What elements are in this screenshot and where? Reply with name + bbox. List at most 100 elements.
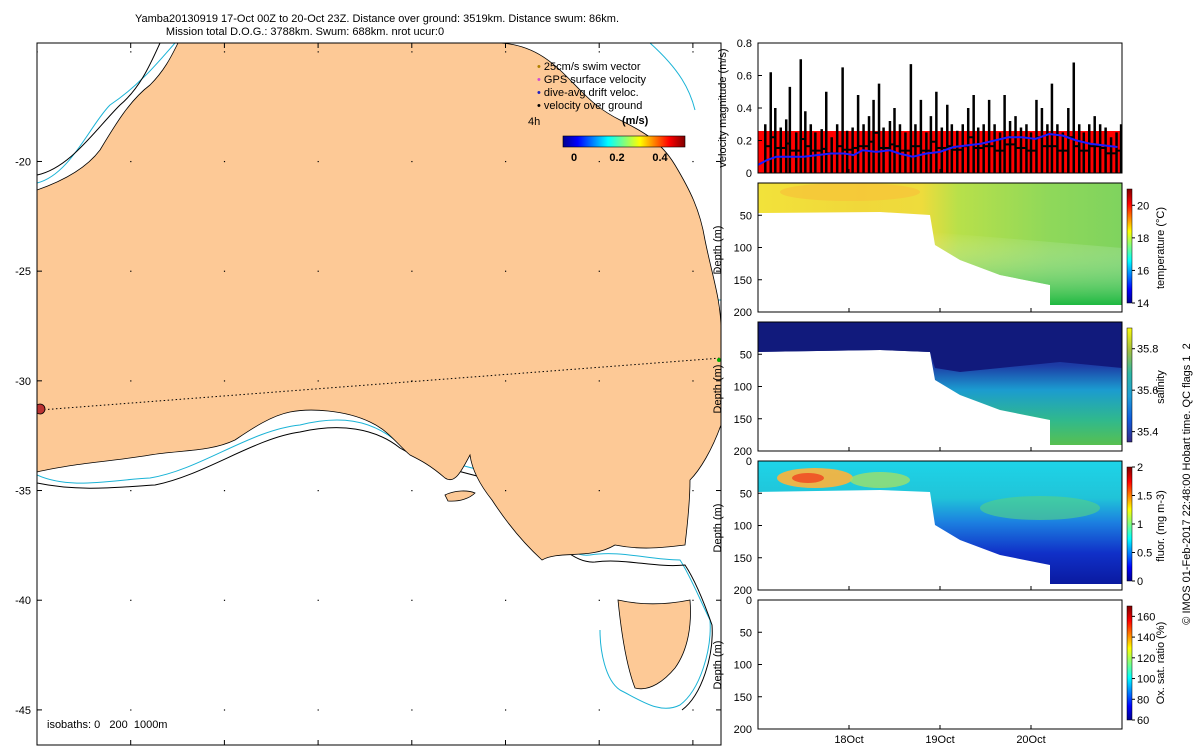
depth-ytick-label: 200 — [734, 307, 752, 319]
temperature-warm-patch — [780, 183, 920, 201]
colorbar-tick-label: 16 — [1137, 265, 1149, 277]
colorbar-tick-label: 120 — [1137, 653, 1155, 665]
velocity-ytick-label: 0.2 — [737, 136, 752, 148]
depth-ytick-label: 200 — [734, 724, 752, 736]
velocity-ytick-label: 0.4 — [737, 103, 752, 115]
temperature-ylabel: Depth (m) — [712, 226, 724, 275]
salinity-colorbar — [1126, 327, 1133, 443]
colorbar-tick-label: 80 — [1137, 694, 1149, 706]
map-ytick-label: -25 — [15, 266, 31, 278]
map-grid-dot — [223, 51, 226, 53]
map-grid-dot — [504, 709, 507, 711]
oxygen-xtick-label: 18Oct — [834, 734, 863, 746]
depth-ytick-label: 100 — [734, 660, 752, 672]
depth-ytick-label: 50 — [740, 488, 752, 500]
depth-ytick-label: 100 — [734, 243, 752, 255]
map-grid-dot — [504, 599, 507, 601]
map-grid-dot — [411, 599, 413, 601]
map-grid-dot — [692, 160, 694, 163]
map-grid-dot — [504, 160, 507, 163]
map-grid-dot — [317, 160, 319, 163]
fluorescence-ylabel: Depth (m) — [712, 504, 724, 553]
map-grid-dot — [411, 490, 413, 492]
map-grid-dot — [598, 490, 600, 492]
map-grid-dot — [317, 490, 319, 492]
map-grid-dot — [411, 160, 413, 163]
depth-ytick-label: 150 — [734, 692, 752, 704]
colorbar-tick-label: 140 — [1137, 632, 1155, 644]
map-grid-dot — [598, 599, 600, 601]
map-grid-dot — [223, 490, 226, 492]
salinity-panel: 50 100 150 200 Depth (m) 35.4 35.6 35.8 salin… — [712, 321, 1167, 458]
map-ytick-label: -40 — [15, 595, 31, 607]
map-grid-dot — [130, 599, 132, 601]
fluorescence-colorbar-label: fluor. (mg m-3) — [1155, 490, 1167, 562]
map-grid-dot — [317, 709, 319, 711]
colorbar-tick-label: 60 — [1137, 715, 1149, 727]
velocity-ytick-label: 0.6 — [737, 71, 752, 83]
map-grid-dot — [598, 160, 600, 163]
depth-ytick-label: 0 — [746, 456, 752, 468]
velocity-ylabel: velocity magnitude (m/s) — [717, 48, 729, 167]
oxygen-ylabel: Depth (m) — [712, 641, 724, 690]
map-ytick-label: -45 — [15, 705, 31, 717]
map-grid-dot — [223, 709, 226, 711]
map-grid-dot — [598, 380, 600, 382]
map-grid-dot — [504, 270, 507, 272]
oxygen-colorbar-label: Ox. sat. ratio (%) — [1155, 622, 1167, 705]
title-line-1: Yamba20130919 17-Oct 00Z to 20-Oct 23Z. … — [135, 13, 619, 25]
map-grid-dot — [598, 709, 600, 711]
depth-ytick-label: 50 — [740, 210, 752, 222]
map-grid-dot — [504, 490, 507, 492]
colorbar-tick-label: 20 — [1137, 200, 1149, 212]
map-grid-dot — [130, 51, 132, 53]
map-grid-dot — [692, 490, 694, 492]
map-grid-dot — [223, 270, 226, 272]
colorbar-tick-label: 35.4 — [1137, 427, 1158, 439]
legend-colorbar — [562, 135, 686, 148]
colorbar-tick-label: 18 — [1137, 233, 1149, 245]
map-grid-dot — [692, 380, 694, 382]
map-grid-dot — [504, 380, 507, 382]
temperature-y-axis: 50 100 150 200 — [734, 210, 762, 319]
map-grid-dot — [411, 380, 413, 382]
oxygen-xtick-label: 20Oct — [1016, 734, 1045, 746]
title-line-2: Mission total D.O.G.: 3788km. Swum: 688k… — [166, 26, 444, 38]
oxygen-xtick-label: 19Oct — [925, 734, 954, 746]
velocity-panel: 0 0.2 0.4 0.6 0.8 velocity magnitude (m/s) — [717, 38, 1123, 180]
velocity-y-axis: 0 0.2 0.4 0.6 0.8 — [737, 38, 762, 180]
glider-track — [39, 357, 721, 411]
depth-ytick-label: 0 — [746, 595, 752, 607]
velocity-ytick-label: 0.8 — [737, 38, 752, 50]
map-grid-dot — [317, 380, 319, 382]
map-frame — [36, 42, 722, 746]
map-grid-dot — [411, 51, 413, 53]
map-grid-dot — [130, 160, 132, 163]
depth-ytick-label: 100 — [734, 382, 752, 394]
depth-ytick-label: 150 — [734, 275, 752, 287]
colorbar-tick-label: 35.8 — [1137, 344, 1158, 356]
legend-colorbar-tick-0: 0 — [571, 152, 577, 164]
map-grid-dot — [130, 709, 132, 711]
map-grid-dot — [692, 270, 694, 272]
map-panel: 115120125130135140145150-20-25-30-35-40-… — [15, 42, 722, 750]
depth-ytick-label: 100 — [734, 521, 752, 533]
map-grid-dot — [411, 709, 413, 711]
fluorescence-panel: 0 50 100 150 200 Depth (m) 0 0.5 1 1.5 2 fluor. … — [712, 456, 1167, 597]
map-ytick-label: -30 — [15, 376, 31, 388]
oxygen-y-axis: 0 50 100 150 200 — [734, 595, 762, 736]
colorbar-tick-label: 0.5 — [1137, 548, 1152, 560]
colorbar-tick-label: 0 — [1137, 576, 1143, 588]
map-ytick-label: -35 — [15, 486, 31, 498]
velocity-mean-line — [757, 132, 1118, 166]
legend-colorbar-tick-2: 0.4 — [652, 152, 668, 164]
tasmania-landmass — [617, 599, 691, 690]
legend-colorbar-label: (m/s) — [622, 115, 649, 127]
map-grid-dot — [411, 270, 413, 272]
kangaroo-island — [444, 490, 476, 502]
colorbar-tick-label: 100 — [1137, 674, 1155, 686]
oxygen-x-axis: 18Oct 19Oct 20Oct — [834, 169, 1046, 746]
map-grid-dot — [317, 270, 319, 272]
temperature-colorbar-label: temperature (°C) — [1155, 207, 1167, 289]
